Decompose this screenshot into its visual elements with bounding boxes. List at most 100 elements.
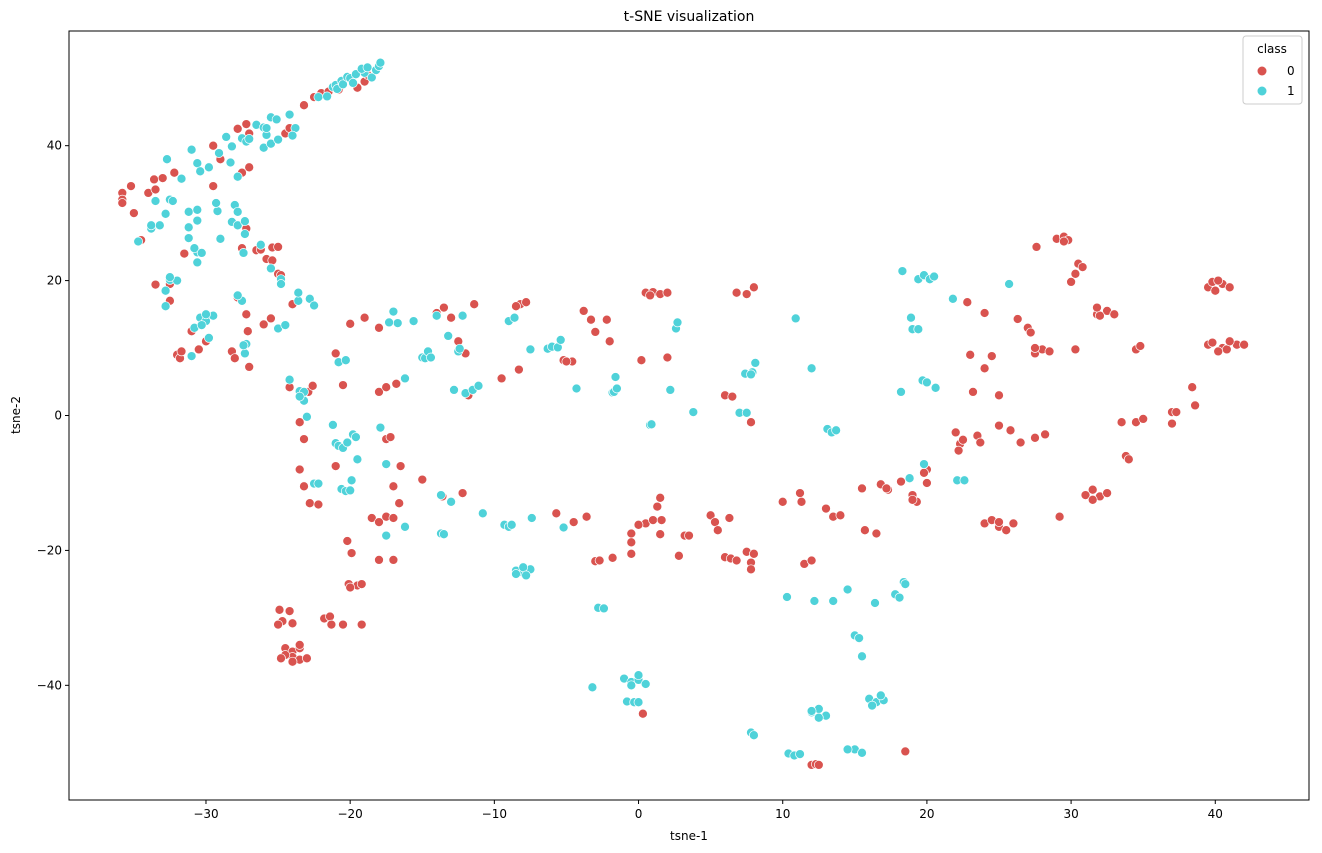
- point-class-1: [232, 171, 243, 182]
- point-class-0: [294, 640, 305, 650]
- point-class-0: [179, 248, 190, 259]
- point-class-1: [640, 679, 651, 689]
- point-class-1: [431, 310, 442, 321]
- point-class-1: [894, 592, 905, 603]
- point-class-0: [229, 353, 240, 364]
- point-class-1: [746, 369, 756, 380]
- point-class-0: [1171, 407, 1182, 417]
- point-class-0: [330, 461, 341, 471]
- point-class-1: [215, 233, 226, 244]
- x-tick-label: 20: [919, 807, 934, 821]
- point-class-1: [454, 343, 465, 354]
- point-class-1: [162, 154, 172, 165]
- chart-title: t-SNE visualization: [624, 9, 755, 25]
- point-class-1: [204, 162, 214, 173]
- point-class-0: [958, 434, 968, 445]
- point-class-0: [746, 417, 756, 428]
- point-class-0: [604, 336, 615, 347]
- point-class-1: [904, 473, 915, 484]
- point-class-0: [150, 279, 161, 290]
- point-class-1: [857, 747, 867, 758]
- point-class-0: [590, 327, 601, 337]
- point-class-1: [244, 134, 255, 144]
- x-tick-label: −20: [337, 807, 362, 821]
- point-class-0: [176, 346, 187, 357]
- point-class-1: [867, 700, 877, 711]
- point-class-1: [439, 529, 449, 540]
- point-class-0: [342, 536, 353, 546]
- point-class-1: [511, 569, 521, 579]
- point-class-1: [446, 496, 456, 507]
- point-class-0: [656, 515, 667, 525]
- point-class-0: [1109, 309, 1120, 320]
- point-class-1: [183, 206, 194, 217]
- point-class-0: [1210, 285, 1221, 296]
- point-class-1: [338, 79, 348, 90]
- point-class-0: [374, 517, 384, 527]
- point-class-0: [313, 499, 324, 510]
- point-class-0: [857, 483, 867, 494]
- point-class-0: [749, 282, 759, 293]
- x-tick-label: 0: [635, 807, 643, 821]
- point-class-0: [417, 474, 428, 485]
- point-class-1: [842, 584, 853, 595]
- point-class-0: [1224, 282, 1235, 293]
- point-class-0: [469, 299, 480, 310]
- point-class-0: [1123, 454, 1134, 465]
- point-class-0: [241, 119, 252, 129]
- point-class-1: [211, 198, 221, 208]
- y-tick-label: 20: [47, 274, 62, 288]
- point-class-0: [626, 528, 637, 539]
- point-class-1: [165, 272, 175, 283]
- point-class-0: [294, 417, 305, 428]
- point-class-1: [875, 690, 886, 701]
- point-class-1: [351, 432, 361, 442]
- point-class-0: [626, 537, 637, 548]
- point-class-1: [238, 248, 249, 258]
- point-class-1: [212, 206, 223, 216]
- x-tick-label: −30: [193, 807, 218, 821]
- point-class-1: [806, 706, 817, 716]
- point-class-0: [994, 517, 1004, 527]
- point-class-1: [388, 306, 399, 317]
- point-class-0: [919, 467, 929, 478]
- x-axis-ticks: −30 −20 −10 0 10 20 30 40: [193, 800, 1223, 821]
- plot-points: [117, 57, 1249, 770]
- point-class-1: [633, 697, 644, 708]
- point-class-0: [881, 483, 892, 494]
- point-class-0: [394, 498, 405, 509]
- point-class-0: [731, 287, 742, 298]
- x-tick-label: 40: [1208, 807, 1223, 821]
- point-class-1: [227, 141, 237, 152]
- point-class-1: [665, 385, 676, 395]
- point-class-0: [129, 208, 139, 218]
- point-class-0: [561, 356, 572, 367]
- point-class-1: [240, 348, 250, 359]
- point-class-1: [238, 340, 249, 351]
- point-class-1: [842, 744, 853, 755]
- point-class-0: [965, 349, 976, 360]
- point-class-0: [117, 198, 128, 208]
- point-class-0: [652, 501, 663, 512]
- point-class-1: [518, 562, 529, 573]
- point-class-1: [146, 220, 157, 231]
- point-class-0: [1070, 268, 1081, 279]
- point-class-1: [809, 596, 820, 606]
- point-class-0: [149, 174, 159, 185]
- point-class-0: [273, 619, 283, 630]
- point-class-1: [558, 522, 569, 533]
- point-class-0: [1213, 275, 1224, 286]
- point-class-0: [777, 496, 788, 507]
- point-class-0: [900, 746, 911, 757]
- point-class-1: [183, 222, 194, 233]
- point-class-0: [273, 242, 283, 252]
- point-class-0: [366, 513, 377, 523]
- point-class-0: [705, 510, 716, 521]
- point-class-0: [1135, 341, 1146, 351]
- point-class-1: [870, 598, 880, 608]
- point-class-1: [612, 383, 622, 394]
- point-class-1: [232, 206, 243, 217]
- legend-label-class-0: 0: [1287, 64, 1295, 78]
- point-class-0: [345, 318, 356, 329]
- point-class-1: [240, 216, 250, 227]
